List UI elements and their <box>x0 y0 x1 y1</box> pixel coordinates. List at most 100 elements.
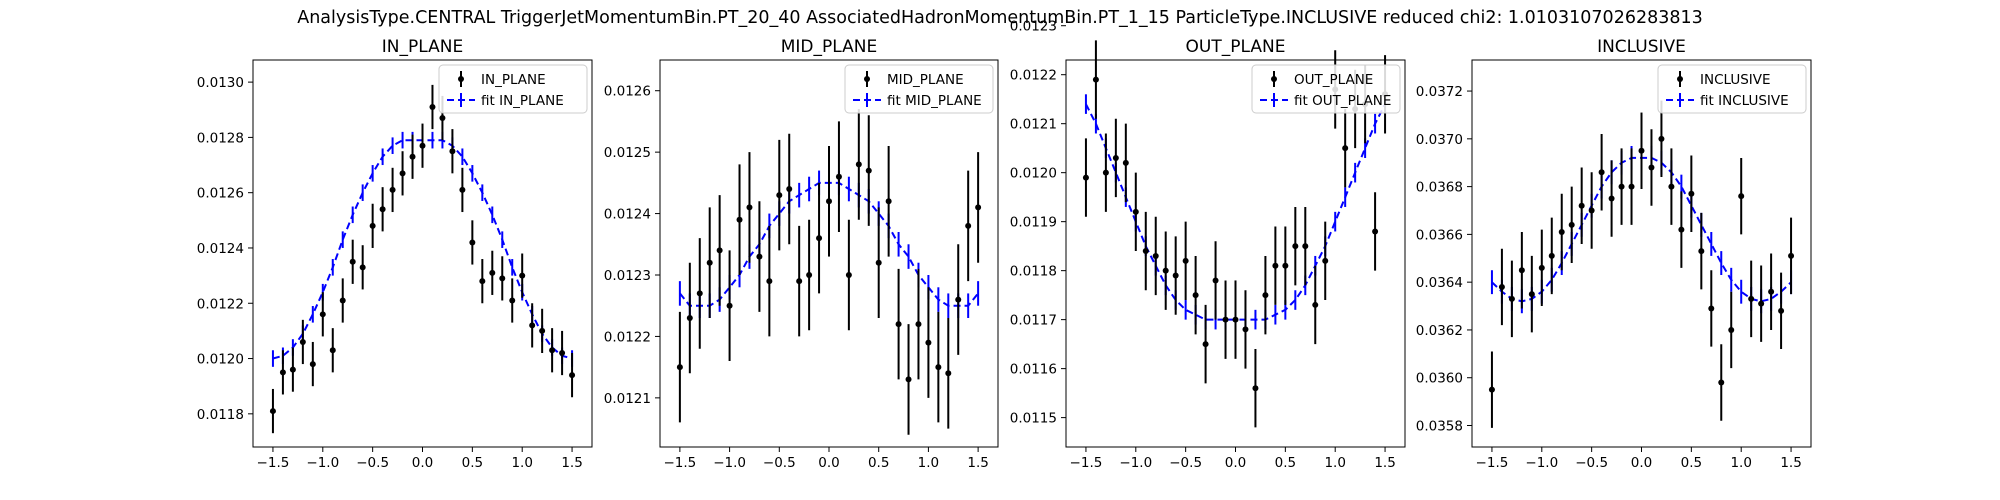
data-point <box>1538 264 1545 271</box>
data-point <box>875 259 882 266</box>
x-tick-label: −0.5 <box>1575 455 1608 471</box>
data-point <box>806 272 813 278</box>
y-tick-label: 0.0122 <box>1010 68 1057 84</box>
data-point <box>1588 207 1595 214</box>
data-point <box>1668 183 1675 190</box>
data-point <box>389 186 396 193</box>
legend-frame <box>844 64 994 114</box>
axes-frame <box>659 59 999 448</box>
x-tick-label: −1.5 <box>257 455 290 471</box>
data-point <box>786 186 793 192</box>
data-point <box>885 198 892 205</box>
data-point <box>309 361 316 368</box>
subplot-title: INCLUSIVE <box>1597 37 1686 57</box>
y-tick-label: 0.0121 <box>1010 117 1057 133</box>
legend: INCLUSIVE fit INCLUSIVE <box>1657 64 1807 114</box>
data-point <box>299 338 306 345</box>
y-tick-label: 0.0119 <box>1010 215 1057 231</box>
legend-frame <box>438 64 588 114</box>
data-series <box>676 109 982 435</box>
data-point <box>569 372 576 379</box>
x-tick-label: −1.5 <box>663 455 696 471</box>
data-point <box>845 272 852 278</box>
data-point <box>1638 147 1645 154</box>
x-tick-label: 1.5 <box>561 455 582 471</box>
x-tick-label: −1.0 <box>1119 455 1152 471</box>
data-point <box>469 239 476 246</box>
y-tick-label: 0.0358 <box>1416 419 1463 435</box>
y-tick-label: 0.0120 <box>197 352 244 368</box>
legend-label: fit MID_PLANE <box>887 93 982 109</box>
data-point <box>1518 267 1525 274</box>
legend-frame <box>1251 64 1401 114</box>
data-point <box>1788 252 1795 259</box>
data-point <box>1778 307 1785 314</box>
data-series <box>269 84 576 434</box>
axes-frame <box>1471 59 1812 448</box>
data-point <box>1618 183 1625 190</box>
data-point <box>329 347 336 354</box>
data-point <box>509 297 516 304</box>
data-point <box>1758 300 1765 307</box>
data-point <box>1302 243 1309 250</box>
data-point <box>369 222 376 229</box>
y-tick-label: 0.0124 <box>197 241 244 257</box>
data-point <box>1132 208 1139 215</box>
data-point <box>439 115 446 122</box>
y-tick-label: 0.0122 <box>604 329 651 345</box>
subplot-1: MID_PLANE −1.5 −1.0 −0.5 0.0 0.5 1.0 1.5 0.0121 0… <box>604 37 999 471</box>
x-tick-label: 0.0 <box>818 455 839 471</box>
legend-data-marker <box>458 76 464 82</box>
data-point <box>1152 252 1159 259</box>
data-point <box>706 259 713 266</box>
x-tick-label: 1.0 <box>918 455 939 471</box>
data-point <box>1658 135 1665 142</box>
data-point <box>1558 229 1565 235</box>
x-tick-label: 0.5 <box>868 455 889 471</box>
x-tick-label: 1.5 <box>967 455 988 471</box>
axes-frame <box>252 59 593 448</box>
y-tick-label: 0.0368 <box>1416 180 1463 196</box>
data-point <box>1648 164 1655 171</box>
data-point <box>716 247 723 254</box>
data-point <box>1292 243 1299 250</box>
y-tick-label: 0.0126 <box>604 84 651 100</box>
data-point <box>1548 252 1555 259</box>
y-tick-label: 0.0123 <box>1010 19 1057 35</box>
data-point <box>1142 248 1149 255</box>
data-point <box>1738 193 1745 200</box>
data-point <box>1748 295 1755 302</box>
legend-label: fit INCLUSIVE <box>1700 93 1789 109</box>
x-tick-label: −0.5 <box>1169 455 1202 471</box>
y-tick-label: 0.0360 <box>1416 371 1463 387</box>
y-tick-label: 0.0366 <box>1416 227 1463 243</box>
subplot-title: OUT_PLANE <box>1186 37 1286 57</box>
data-point <box>1678 226 1685 233</box>
legend-data-marker <box>864 76 870 82</box>
x-tick-label: −1.0 <box>1525 455 1558 471</box>
data-point <box>1718 379 1725 386</box>
data-point <box>676 364 683 371</box>
data-point <box>945 370 952 377</box>
data-point <box>1578 202 1585 209</box>
subplot-3: INCLUSIVE −1.5 −1.0 −0.5 0.0 0.5 1.0 1.5 0.0358 0… <box>1416 37 1812 471</box>
x-tick-label: 1.0 <box>511 455 532 471</box>
data-point <box>479 278 486 285</box>
data-point <box>1232 316 1239 323</box>
data-point <box>826 198 832 205</box>
fit-line <box>272 139 573 360</box>
data-point <box>776 192 783 199</box>
data-point <box>855 161 862 168</box>
y-tick-label: 0.0370 <box>1416 132 1463 148</box>
data-point <box>915 321 922 328</box>
data-point <box>1252 385 1259 392</box>
data-point <box>1182 257 1189 264</box>
legend-data-marker <box>1271 76 1277 82</box>
data-point <box>1728 326 1735 333</box>
data-point <box>895 321 902 328</box>
y-tick-label: 0.0118 <box>197 407 244 423</box>
data-point <box>1528 291 1535 298</box>
